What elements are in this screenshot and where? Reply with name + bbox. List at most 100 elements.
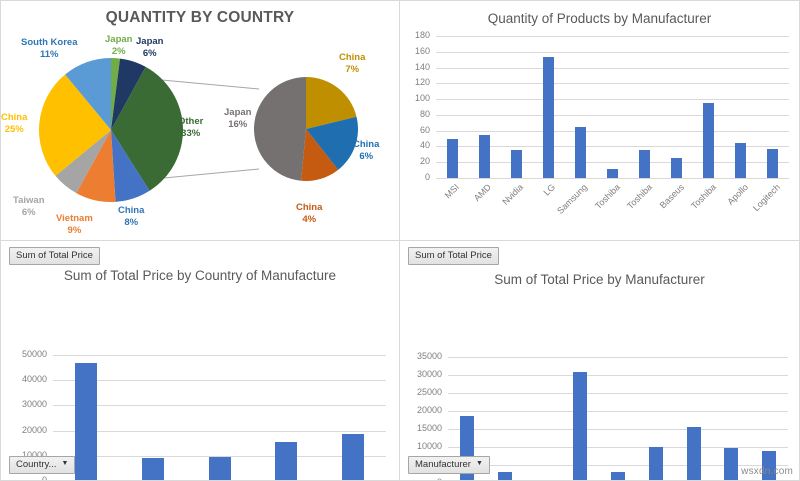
bar-china-0[interactable] (75, 362, 98, 480)
bar-toshiba-8[interactable] (703, 103, 715, 178)
bar-apollo-9[interactable] (735, 142, 747, 178)
gridline (448, 375, 788, 376)
chart-panel-price-by-manufacturer[interactable]: Sum of Total Price Sum of Total Price by… (399, 240, 800, 481)
y-axis-tick-label: 40 (419, 140, 430, 151)
y-axis-tick-label: 10000 (21, 449, 47, 460)
bar-toshiba-5[interactable] (607, 169, 618, 178)
bar-chart-quantity-by-manufacturer[interactable]: 0 20 40 60 80 100 120 140 160 180 MSI AMD Nvidia LG Sa… (400, 26, 799, 226)
pie-connector-line (150, 78, 260, 90)
gridline (448, 447, 788, 448)
bar-apollo-1[interactable] (497, 471, 512, 480)
gridline (53, 355, 386, 356)
gridline (436, 67, 789, 69)
bar-nvidia-2[interactable] (510, 150, 522, 178)
y-axis-tick-label: 120 (414, 77, 430, 88)
axis-field-button-label: Country... (16, 459, 57, 470)
chart-panel-quantity-by-country[interactable]: QUANTITY BY COUNTRY South Korea 11% Japan 2… (0, 0, 400, 241)
gridline (53, 405, 386, 407)
gridline (53, 455, 386, 457)
chart-panel-price-by-country[interactable]: Sum of Total Price Sum of Total Price by… (0, 240, 400, 481)
bar-lg-3[interactable] (542, 56, 554, 178)
y-axis-tick-label: 20 (419, 156, 430, 167)
gridline (448, 429, 788, 430)
bar-logitech-4[interactable] (611, 471, 625, 480)
y-axis-tick-label: 100 (414, 93, 430, 104)
pie-slice-main-7[interactable] (65, 58, 111, 130)
gridline (53, 430, 386, 432)
pie-data-label-china-9: China 7% (339, 52, 366, 75)
pie-data-label-japan-2: Japan 6% (136, 36, 164, 59)
gridline (53, 380, 386, 382)
y-axis-tick-label: 35000 (416, 351, 442, 361)
bar-samsung-7[interactable] (724, 448, 739, 480)
bar-taiwan-3[interactable] (275, 441, 298, 480)
axis-field-button-country[interactable]: Country... ▼ (9, 456, 76, 474)
pie-slice-main-1[interactable] (111, 58, 146, 130)
bar-vietnam-4[interactable] (341, 434, 364, 480)
axis-field-button-manufacturer[interactable]: Manufacturer ▼ (408, 456, 490, 474)
field-button-sum-of-total-price-manufacturer[interactable]: Sum of Total Price (408, 247, 499, 265)
gridline (448, 465, 788, 466)
field-button-sum-of-total-price-country[interactable]: Sum of Total Price (9, 247, 100, 265)
pie-data-label-japan-4: Japan 16% (224, 107, 252, 130)
gridline (436, 51, 789, 53)
gridline (436, 178, 789, 179)
y-axis-tick-label: 10000 (416, 441, 442, 451)
chart-title-quantity-by-country: QUANTITY BY COUNTRY (105, 9, 295, 26)
pie-slice-secondary-0[interactable] (306, 77, 357, 129)
pie-slice-secondary-1[interactable] (306, 116, 359, 170)
pie-slice-secondary-2[interactable] (301, 129, 339, 181)
bar-amd-1[interactable] (478, 134, 490, 178)
field-button-label: Sum of Total Price (415, 250, 492, 261)
y-axis-tick-label: 0 (424, 172, 430, 182)
pie-slice-main-2[interactable] (111, 66, 184, 191)
y-axis-tick-label: 30000 (416, 369, 442, 379)
chart-title-quantity-by-manufacturer: Quantity of Products by Manufacturer (487, 11, 712, 26)
gridline (448, 393, 788, 394)
pie-data-label-vietnam-6: Vietnam 9% (56, 213, 93, 236)
pie-slice-secondary-3[interactable] (254, 77, 306, 181)
axis-field-button-label: Manufacturer (415, 459, 471, 470)
bar-msi-0[interactable] (446, 138, 458, 178)
pie-data-label-china-8: China 25% (1, 112, 28, 135)
pie-data-label-china-11: China 4% (296, 202, 323, 225)
gridline (448, 357, 788, 358)
chevron-down-icon: ▼ (475, 460, 483, 467)
chart-title-price-by-country: Sum of Total Price by Country of Manufac… (63, 268, 337, 283)
bar-south-korea-2[interactable] (208, 456, 231, 480)
chart-panel-quantity-by-manufacturer[interactable]: Quantity of Products by Manufacturer 0 20… (399, 0, 800, 241)
y-axis-tick-label: 180 (414, 30, 430, 40)
pie-slice-main-3[interactable] (111, 130, 150, 202)
gridline (436, 99, 789, 101)
y-axis-tick-label: 80 (419, 108, 430, 119)
pie-of-pie-plot-area[interactable]: South Korea 11% Japan 2% Japan 6% Other 33% Japa… (1, 27, 400, 236)
bar-logitech-10[interactable] (767, 148, 779, 178)
y-axis-tick-label: 20000 (21, 424, 47, 435)
y-axis-tick-label: 160 (414, 45, 430, 56)
y-axis-tick-label: 0 (400, 477, 442, 480)
pie-slice-main-5[interactable] (55, 130, 111, 194)
y-axis-tick-label: 0 (41, 475, 47, 481)
x-axis-category-label: Toshiba (592, 182, 622, 212)
bar-samsung-4[interactable] (574, 126, 586, 178)
bar-toshiba-6[interactable] (639, 150, 651, 178)
gridline (436, 83, 789, 85)
bar-msi-5[interactable] (648, 447, 663, 480)
bar-chart-price-by-country[interactable]: 01000020000300004000050000ChinaJapanSout… (1, 347, 399, 481)
bar-lg-3[interactable] (573, 372, 588, 480)
bar-toshiba-8[interactable] (762, 450, 777, 480)
y-axis-tick-label: 140 (414, 61, 430, 72)
y-axis-tick-label: 60 (419, 124, 430, 135)
pie-of-pie-graphic[interactable] (1, 27, 400, 232)
pie-slice-main-6[interactable] (39, 74, 112, 176)
x-axis-category-label: Samsung (555, 182, 590, 216)
pie-data-label-china-10: China 6% (353, 139, 380, 162)
pie-data-label-other-3: Other 33% (178, 116, 204, 139)
bar-japan-1[interactable] (141, 458, 164, 480)
bar-nvidia-6[interactable] (686, 427, 701, 480)
chevron-down-icon: ▼ (61, 460, 69, 467)
bar-baseus-7[interactable] (671, 158, 683, 178)
pie-slice-main-4[interactable] (76, 130, 116, 202)
pie-slice-main-0[interactable] (111, 58, 121, 130)
